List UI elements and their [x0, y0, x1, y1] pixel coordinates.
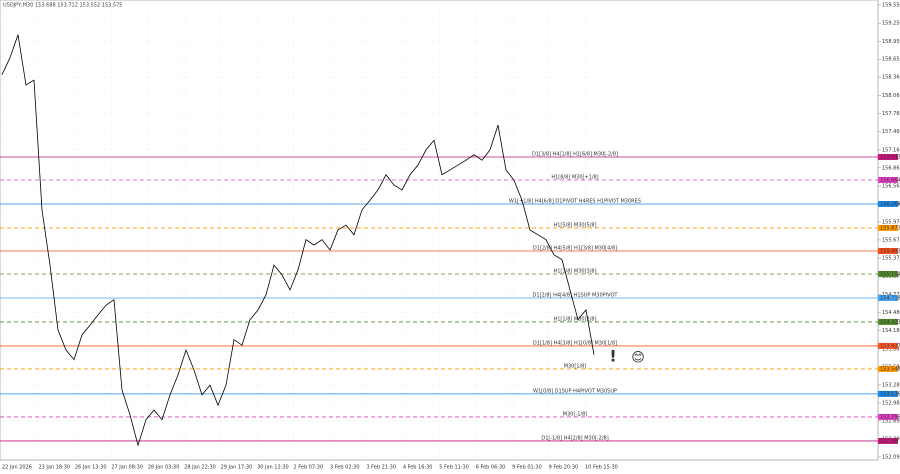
emoji: 😊	[631, 351, 645, 366]
level-label: H1[8/8] M30[+1/8]	[551, 174, 598, 180]
y-tick-label: 157.460	[882, 129, 900, 135]
x-tick-label: 9 Feb 20:30	[549, 465, 579, 471]
level-label: M30[-1/8]	[563, 411, 587, 417]
level-price-box	[878, 200, 898, 207]
level-price: 154.323	[880, 319, 900, 325]
x-tick-label: 2 Feb 07:30	[294, 465, 324, 471]
chart-title: USDJPY,M30 153.688 153.712 153.552 153.5…	[3, 3, 122, 9]
x-tick-label: 26 Jan 13:30	[75, 465, 107, 471]
y-tick-label: 158.060	[882, 93, 900, 99]
y-tick-label: 152.690	[882, 418, 900, 424]
level-label: H1[3/8] M30[3/8]	[553, 268, 596, 274]
level-price-box	[878, 390, 898, 397]
x-tick-label: 6 Feb 06:30	[476, 465, 506, 471]
level-price-box	[878, 176, 898, 183]
y-tick-label: 157.760	[882, 111, 900, 117]
y-tick-label: 153.880	[882, 346, 900, 352]
y-tick-label: 154.180	[882, 328, 900, 334]
x-tick-label: 27 Jan 08:30	[111, 465, 143, 471]
level-price: 153.136	[880, 391, 900, 397]
level-price: 156.268	[880, 201, 900, 207]
price-line	[1, 34, 595, 447]
y-tick-label: 158.360	[882, 75, 900, 81]
x-tick-label: 23 Jan 18:30	[38, 465, 70, 471]
level-price-box	[878, 153, 898, 160]
x-tick-label: 22 Jan 2026	[2, 465, 32, 471]
x-tick-label: 28 Jan 22:30	[184, 465, 216, 471]
level-price-box	[878, 365, 898, 372]
level-price: 157.043	[880, 154, 900, 160]
y-tick-label: 158.655	[882, 57, 900, 63]
level-price: 156.664	[880, 177, 900, 183]
level-price: 153.548	[880, 366, 900, 372]
level-price-box	[878, 247, 898, 254]
level-label: D1[2/8] H4[5/8] H1[3/8] M30[4/8]	[533, 245, 617, 251]
y-tick-label: 157.160	[882, 147, 900, 153]
level-price-box	[878, 270, 898, 277]
y-tick-label: 152.095	[882, 455, 900, 461]
level-price-box	[878, 437, 898, 444]
level-price: 154.718	[880, 295, 900, 301]
level-price: 155.873	[880, 225, 900, 231]
y-tick-label: 155.675	[882, 237, 900, 243]
y-tick-label: 156.565	[882, 183, 900, 189]
x-tick-label: 4 Feb 16:30	[403, 465, 433, 471]
level-label: W1[0/8] D1SUP H4PIVOT M30SUP	[533, 388, 617, 394]
x-tick-label: 9 Feb 01:30	[512, 465, 542, 471]
x-tick-label: 3 Feb 02:30	[330, 465, 360, 471]
level-label: H1[1/8] M30[2/8]	[553, 316, 596, 322]
level-label: D1[2/8] H4[4/8] H1SUP M30PIVOT	[533, 292, 619, 298]
y-tick-label: 153.285	[882, 382, 900, 388]
level-price: 155.493	[880, 248, 900, 254]
x-tick-label: 3 Feb 21:30	[366, 465, 396, 471]
level-label: D1[3/8] H4[1/8] H1[6/8] M30[-2/8]	[532, 151, 618, 157]
y-tick-label: 158.950	[882, 39, 900, 45]
level-price: 155.114	[880, 271, 900, 277]
y-tick-label: 155.375	[882, 256, 900, 262]
level-price-box	[878, 294, 898, 301]
y-tick-label: 155.970	[882, 220, 900, 226]
level-price: 152.756	[880, 414, 900, 420]
y-tick-label: 159.550	[882, 2, 900, 8]
level-label: H1[5/8] M30[5/8]	[553, 222, 596, 228]
level-label: M30[1/8]	[564, 363, 587, 369]
x-tick-label: 30 Jan 12:30	[257, 465, 289, 471]
alert-mark: !	[609, 347, 616, 366]
y-tick-label: 154.480	[882, 310, 900, 316]
y-tick-label: 152.985	[882, 401, 900, 407]
x-tick-label: 29 Jan 17:30	[221, 465, 253, 471]
level-price-box	[878, 318, 898, 325]
level-price-box	[878, 342, 898, 349]
level-label: D1[-1/8] H4[2/8] M30[-2/8]	[541, 435, 608, 441]
x-tick-label: 5 Feb 11:30	[439, 465, 469, 471]
level-price: 153.927	[880, 343, 900, 349]
level-label: W1[+1/8] H4[6/8] D1PIVOT H4RES H1PIVOT M…	[509, 198, 641, 204]
y-tick-label: 159.250	[882, 21, 900, 27]
level-price-box	[878, 224, 898, 231]
level-price: 152.36	[880, 438, 898, 444]
level-price-box	[878, 413, 898, 420]
x-tick-label: 28 Jan 03:30	[148, 465, 180, 471]
level-label: D1[1/8] H4[3/8] H1[0/8] M30[1/8]	[533, 340, 617, 346]
x-tick-label: 10 Feb 15:30	[585, 465, 618, 471]
y-tick-label: 156.865	[882, 165, 900, 171]
